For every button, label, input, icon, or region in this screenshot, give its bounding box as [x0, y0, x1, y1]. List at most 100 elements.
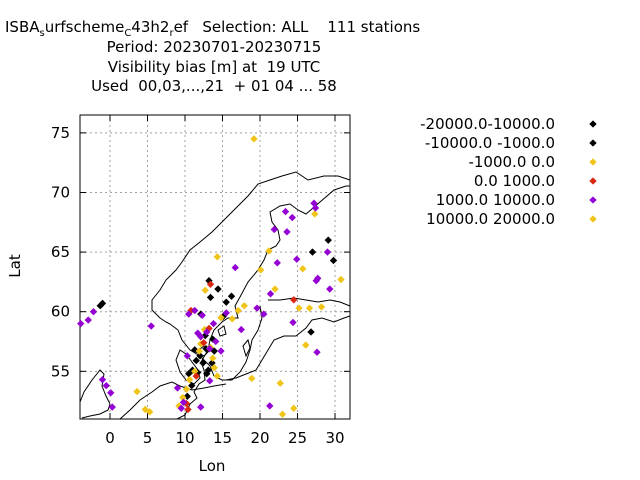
point-s4-36 — [311, 204, 320, 212]
point-s4-7 — [147, 322, 155, 330]
legend-marker-0 — [589, 120, 597, 128]
coastline-map — [79, 171, 351, 420]
point-s2-26 — [278, 410, 287, 418]
point-s1-12 — [206, 293, 215, 302]
point-s1-24 — [329, 256, 338, 265]
point-s1-5 — [192, 356, 200, 365]
legend-marker-3 — [589, 177, 597, 185]
x-tick-label-5: 25 — [288, 429, 307, 447]
point-s4-9 — [179, 398, 188, 406]
point-s4-12 — [191, 306, 199, 315]
y-tick-label-3: 70 — [51, 183, 70, 201]
title-line-used: Used 00,03,...,21 + 01 04 ... 58 — [91, 77, 337, 95]
legend-label-3: 0.0 1000.0 — [474, 172, 555, 190]
point-s4-26 — [266, 290, 275, 298]
point-s4-1 — [84, 316, 92, 324]
legend-label-1: -10000.0 -1000.0 — [425, 134, 555, 152]
point-s1-20 — [227, 292, 236, 300]
coastline-finland-gulf — [268, 297, 351, 307]
point-s4-23 — [237, 325, 245, 334]
title-text-c: 43h2 — [131, 18, 169, 36]
coastline-continent — [119, 381, 227, 420]
point-s3-5 — [290, 296, 298, 304]
point-s2-25 — [276, 379, 284, 387]
point-s4-18 — [209, 319, 218, 328]
point-s4-2 — [89, 308, 98, 316]
point-s4-11 — [185, 310, 193, 318]
legend-label-0: -20000.0-10000.0 — [420, 115, 555, 133]
y-tick-label-0: 55 — [51, 362, 70, 380]
point-s4-39 — [313, 348, 321, 356]
x-tick-label-4: 20 — [250, 429, 269, 447]
point-s2-13 — [209, 354, 217, 362]
point-s2-21 — [248, 374, 256, 383]
title-sub-3: r — [169, 28, 174, 39]
point-s2-7 — [185, 375, 194, 384]
point-s1-25 — [308, 248, 317, 256]
coastline-uk — [79, 369, 111, 419]
point-s4-19 — [212, 337, 220, 346]
point-s4-38 — [314, 274, 322, 283]
x-axis-ticks: 0 5 10 15 20 25 30 — [105, 115, 345, 447]
point-s2-33 — [317, 303, 326, 311]
legend-marker-1 — [589, 139, 597, 147]
point-s1-22 — [307, 328, 315, 336]
chart-title: ISBAsurfschemeC43h2ref Selection: ALL 11… — [5, 18, 420, 95]
point-s2-18 — [228, 315, 236, 323]
point-s4-8 — [173, 384, 182, 392]
point-s4-0 — [77, 319, 85, 328]
point-s2-6 — [182, 385, 191, 393]
point-s3-2 — [200, 339, 208, 347]
y-tick-label-4: 75 — [51, 124, 70, 142]
coastline-gotland — [242, 338, 251, 358]
legend: -20000.0-10000.0-10000.0 -1000.0-1000.0 … — [420, 115, 597, 228]
title-line-variable: Visibility bias [m] at 19 UTC — [108, 58, 320, 76]
point-s2-9 — [195, 347, 203, 355]
x-tick-label-2: 10 — [175, 429, 194, 447]
legend-label-4: 1000.0 10000.0 — [436, 191, 555, 209]
point-s4-20 — [217, 347, 225, 355]
point-s4-4 — [102, 381, 110, 390]
y-axis-ticks: 55 60 65 70 75 — [51, 124, 350, 380]
point-s1-17 — [214, 285, 222, 293]
x-tick-label-6: 30 — [325, 429, 344, 447]
point-s4-42 — [197, 403, 205, 411]
point-s4-14 — [197, 333, 205, 341]
point-s3-4 — [206, 280, 215, 288]
legend-label-5: 10000.0 20000.0 — [426, 210, 555, 228]
title-sub-1: s — [40, 28, 45, 39]
point-s2-20 — [240, 302, 248, 310]
x-axis-label: Lon — [199, 457, 226, 475]
point-s4-28 — [270, 225, 278, 234]
point-s4-32 — [288, 213, 296, 222]
point-s4-29 — [273, 259, 281, 267]
coastline-denmark — [175, 349, 201, 385]
point-s2-0 — [250, 135, 258, 143]
point-s4-30 — [281, 207, 290, 216]
point-s1-23 — [324, 236, 332, 244]
title-sub-2: C — [124, 28, 131, 39]
x-tick-label-1: 5 — [143, 429, 153, 447]
point-s4-33 — [289, 318, 297, 327]
point-s2-24 — [271, 285, 279, 293]
title-text-d: ef Selection: ALL 111 stations — [174, 18, 421, 36]
point-s2-19 — [234, 306, 242, 315]
legend-label-2: -1000.0 0.0 — [468, 153, 555, 171]
point-s4-6 — [108, 403, 116, 411]
point-s4-40 — [323, 248, 332, 256]
point-s1-19 — [222, 298, 230, 306]
point-s4-27 — [266, 402, 274, 410]
point-s2-28 — [295, 304, 303, 312]
title-text-b: urfscheme — [45, 18, 125, 36]
y-tick-label-1: 60 — [51, 303, 70, 321]
point-s2-22 — [257, 266, 265, 274]
point-s2-30 — [302, 341, 310, 349]
title-line-period: Period: 20230701-20230715 — [107, 38, 322, 56]
point-s4-25 — [260, 310, 268, 318]
point-s2-34 — [337, 275, 345, 284]
point-s4-44 — [206, 377, 214, 385]
point-s4-22 — [231, 263, 239, 272]
x-tick-label-3: 15 — [213, 429, 232, 447]
point-s4-41 — [326, 285, 334, 293]
